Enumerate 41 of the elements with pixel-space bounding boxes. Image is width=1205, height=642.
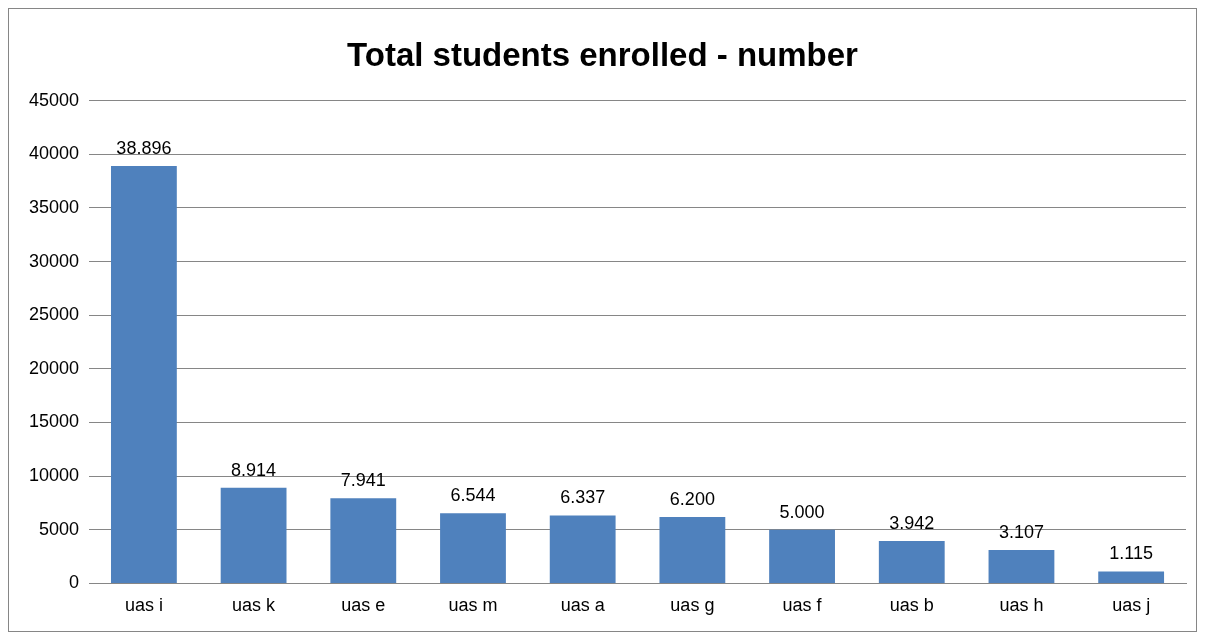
x-tick-label: uas f — [782, 595, 823, 616]
data-label: 6.337 — [560, 487, 606, 508]
x-tick-label: uas e — [341, 595, 386, 616]
x-tick-label: uas g — [670, 595, 715, 616]
x-tick-label: uas m — [448, 595, 498, 616]
bar — [440, 513, 506, 583]
bar — [110, 166, 177, 583]
data-label: 38.896 — [116, 138, 172, 159]
data-label: 3.107 — [998, 522, 1044, 543]
data-label: 8.914 — [231, 459, 277, 480]
y-tick-label: 20000 — [28, 357, 80, 378]
y-tick-label: 40000 — [28, 143, 80, 164]
x-tick-label: uas j — [1112, 595, 1151, 616]
x-tick-label: uas b — [889, 595, 934, 616]
data-label: 5.000 — [779, 501, 825, 522]
y-tick-label: 15000 — [28, 411, 80, 432]
data-label: 3.942 — [889, 513, 935, 534]
y-tick-label: 30000 — [28, 250, 80, 271]
y-tick-label: 35000 — [28, 196, 80, 217]
y-tick-label: 25000 — [28, 304, 80, 325]
bar — [1098, 571, 1165, 583]
x-tick-label: uas a — [560, 595, 606, 616]
bar — [659, 516, 726, 583]
bar — [220, 487, 287, 583]
data-label: 1.115 — [1109, 543, 1154, 564]
data-label: 7.941 — [340, 470, 386, 491]
y-tick-label: 45000 — [28, 89, 80, 110]
x-tick-label: uas h — [999, 595, 1044, 616]
x-tick-label: uas k — [232, 595, 277, 616]
bar — [549, 515, 616, 583]
y-tick-label: 5000 — [39, 518, 80, 539]
bar — [769, 529, 835, 583]
bar — [988, 550, 1055, 583]
y-tick-label: 0 — [69, 572, 80, 593]
x-tick-label: uas i — [124, 595, 163, 616]
data-label: 6.200 — [669, 488, 715, 509]
bar — [878, 541, 945, 583]
y-tick-label: 10000 — [28, 465, 80, 486]
bar — [330, 498, 397, 583]
chart-title: Total students enrolled - number — [347, 35, 859, 73]
data-label: 6.544 — [450, 485, 496, 506]
